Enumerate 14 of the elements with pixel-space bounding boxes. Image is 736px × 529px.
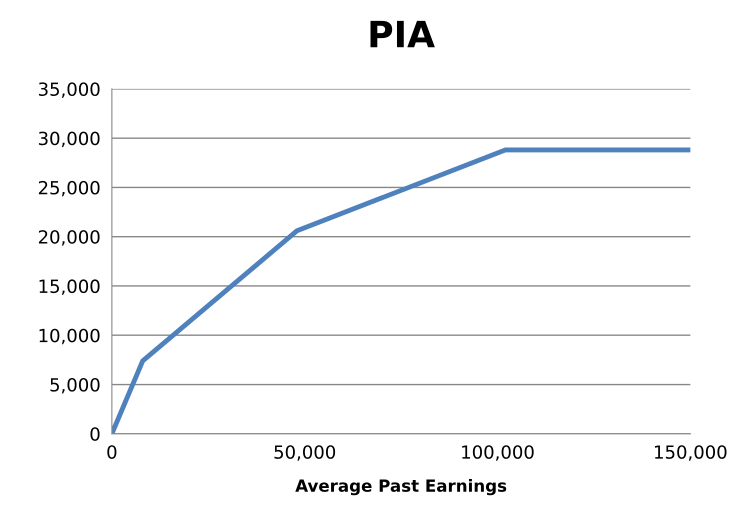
y-tick-label: 30,000: [38, 132, 100, 148]
x-tick-label: 0: [107, 445, 116, 459]
x-tick-label: 100,000: [462, 445, 534, 461]
y-tick-label: 35,000: [38, 82, 100, 98]
chart-title: PIA: [370, 20, 435, 48]
y-tick-label: 20,000: [38, 230, 100, 246]
y-tick-label: 0: [90, 427, 100, 441]
x-tick-label: 50,000: [274, 445, 336, 461]
x-axis-title: Average Past Earnings: [295, 479, 506, 496]
x-tick-label: 150,000: [655, 445, 726, 461]
y-tick-label: 10,000: [40, 328, 100, 344]
y-tick-label: 5,000: [50, 378, 100, 394]
y-tick-label: 15,000: [40, 279, 100, 295]
y-tick-label: 25,000: [38, 180, 100, 196]
